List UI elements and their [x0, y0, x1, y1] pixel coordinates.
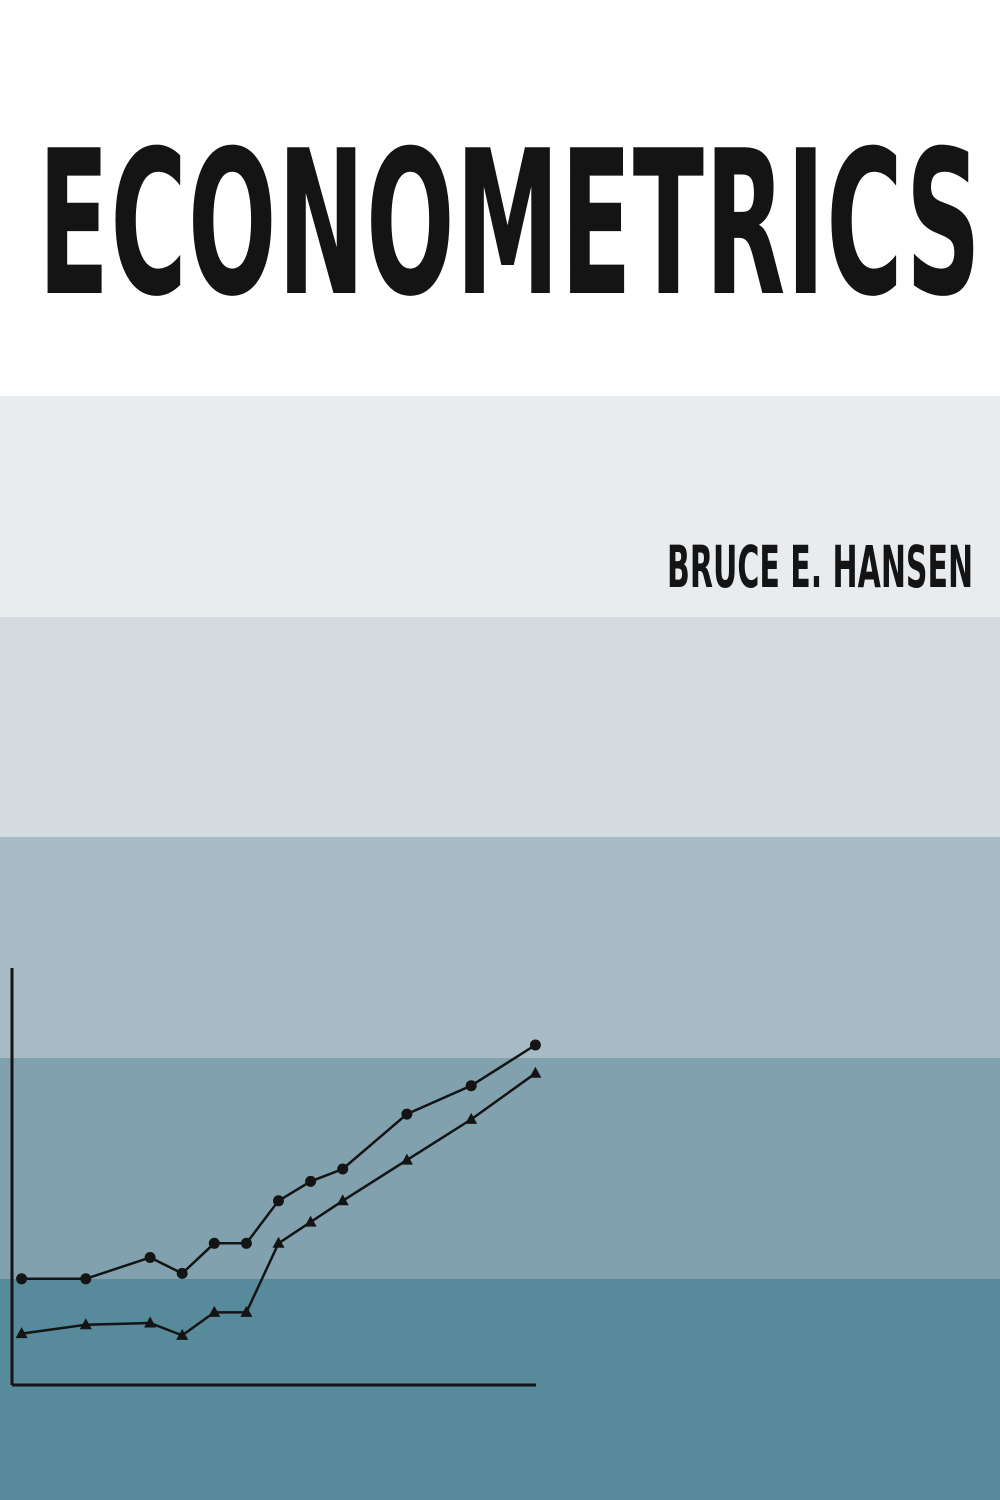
series-2-point-12 [529, 1066, 542, 1078]
series-2-point-1 [15, 1327, 28, 1339]
series-1-point-2 [80, 1273, 92, 1285]
series-1-line [21, 1043, 537, 1281]
series-1-point-12 [529, 1039, 541, 1051]
series-1-point-7 [273, 1195, 284, 1207]
series-1-point-8 [305, 1175, 317, 1187]
series-1-point-6 [240, 1237, 252, 1249]
series-1-point-5 [208, 1237, 220, 1249]
series-2-point-6 [240, 1305, 253, 1317]
series-2-point-3 [144, 1316, 157, 1328]
series-2-point-5 [208, 1305, 221, 1317]
background-band-6 [0, 1279, 1000, 1500]
series-2-line [21, 1072, 537, 1337]
series-2-point-2 [79, 1318, 92, 1330]
series-1-point-4 [176, 1267, 188, 1279]
background-band-3 [0, 617, 1000, 837]
series-1-point-10 [401, 1108, 413, 1120]
background-band-5 [0, 1058, 1000, 1279]
author-name: BRUCE E. HANSEN [666, 533, 973, 601]
series-1-point-11 [465, 1080, 477, 1092]
book-title: ECONOMETRICS [38, 108, 982, 341]
series-2-point-9 [336, 1194, 349, 1206]
series-2-point-11 [465, 1112, 478, 1124]
chart-series [15, 1039, 542, 1340]
series-1-point-3 [144, 1252, 156, 1263]
background-band-4 [0, 837, 1000, 1058]
background-band-2 [0, 396, 1000, 617]
series-2 [15, 1066, 542, 1340]
series-2-point-10 [400, 1153, 413, 1165]
line-chart-illustration [10, 968, 542, 1387]
series-2-point-8 [304, 1215, 317, 1227]
series-2-point-4 [176, 1328, 189, 1340]
background-band-1 [0, 0, 1000, 396]
series-1-point-9 [337, 1163, 349, 1175]
series-1 [16, 1039, 541, 1285]
series-2-point-7 [272, 1236, 285, 1248]
series-1-point-1 [16, 1273, 28, 1285]
